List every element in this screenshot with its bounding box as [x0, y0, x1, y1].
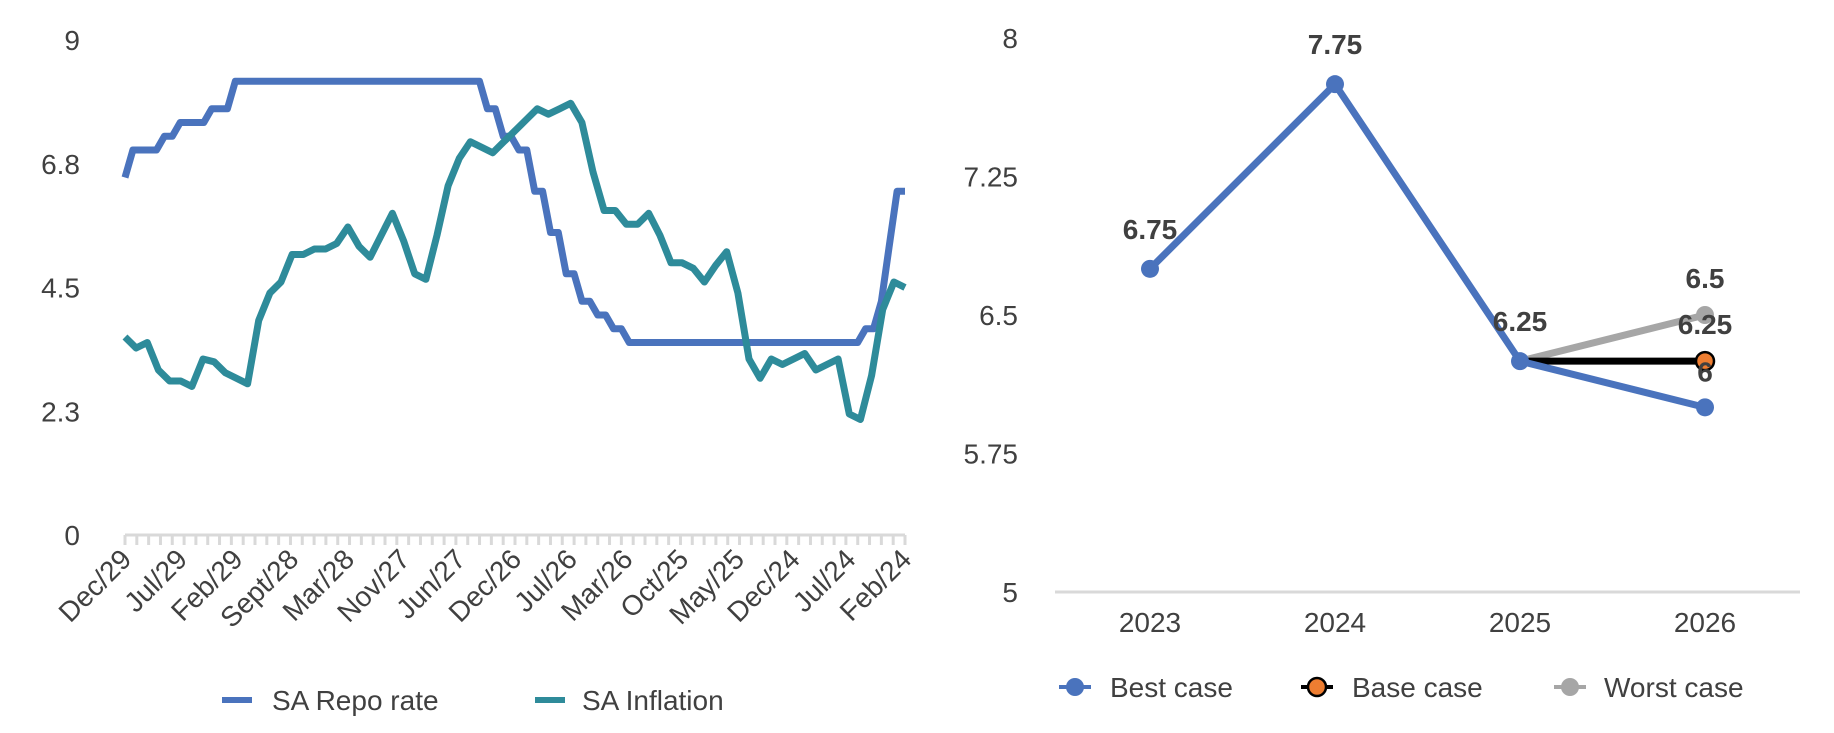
- legend-swatch-marker: [1306, 676, 1328, 698]
- y-tick-label: 4.5: [41, 273, 80, 304]
- y-tick-label: 5: [1002, 577, 1018, 608]
- data-point-best-case: [1696, 398, 1714, 417]
- data-label: 6.5: [1686, 263, 1725, 294]
- y-tick-label: 2.3: [41, 396, 80, 427]
- series-line-best-case: [1147, 80, 1706, 411]
- legend-label: SA Inflation: [582, 685, 724, 716]
- data-label: 6.25: [1493, 306, 1548, 337]
- data-point-worst-case: [1696, 306, 1714, 324]
- data-point-base-case: [1694, 350, 1716, 372]
- legend-swatch-marker: [1561, 678, 1579, 696]
- x-tick-label: Dec/29: [53, 543, 138, 628]
- series-line-sa-repo-rate: [121, 77, 905, 346]
- x-tick-label: 2026: [1674, 607, 1736, 638]
- series-line-sa-inflation: [122, 99, 907, 423]
- legend-swatch-marker: [1066, 678, 1084, 696]
- legend-label: Base case: [1352, 672, 1483, 703]
- data-label: 6.25: [1678, 309, 1733, 340]
- series-line-worst-case: [1519, 311, 1706, 365]
- y-tick-label: 6.5: [979, 300, 1018, 331]
- y-tick-label: 7.25: [964, 162, 1019, 193]
- x-tick-label: 2024: [1304, 607, 1366, 638]
- x-tick-label: 2023: [1119, 607, 1181, 638]
- x-tick-label: 2025: [1489, 607, 1551, 638]
- y-tick-label: 8: [1002, 23, 1018, 54]
- y-tick-label: 0: [64, 520, 80, 551]
- scenario-forecast-chart: 8 7.25 6.5 5.75 5 2023 2024 2025 2026 6.75 7.75 6.2…: [964, 23, 1800, 703]
- y-tick-label: 5.75: [964, 439, 1019, 470]
- data-point-best-case: [1511, 352, 1529, 371]
- legend-label: Best case: [1110, 672, 1233, 703]
- repo-inflation-chart: 96.84.52.30Dec/29Jul/29Feb/29Sept/28Mar/…: [41, 25, 917, 716]
- y-tick-label: 9: [64, 25, 80, 56]
- data-point-best-case: [1141, 259, 1159, 278]
- data-point-best-case: [1326, 75, 1344, 94]
- legend-label: SA Repo rate: [272, 685, 439, 716]
- data-label: 6.75: [1123, 214, 1178, 245]
- data-label: 6: [1697, 356, 1713, 387]
- legend-label: Worst case: [1604, 672, 1744, 703]
- y-tick-label: 6.8: [41, 149, 80, 180]
- data-label: 7.75: [1308, 29, 1363, 60]
